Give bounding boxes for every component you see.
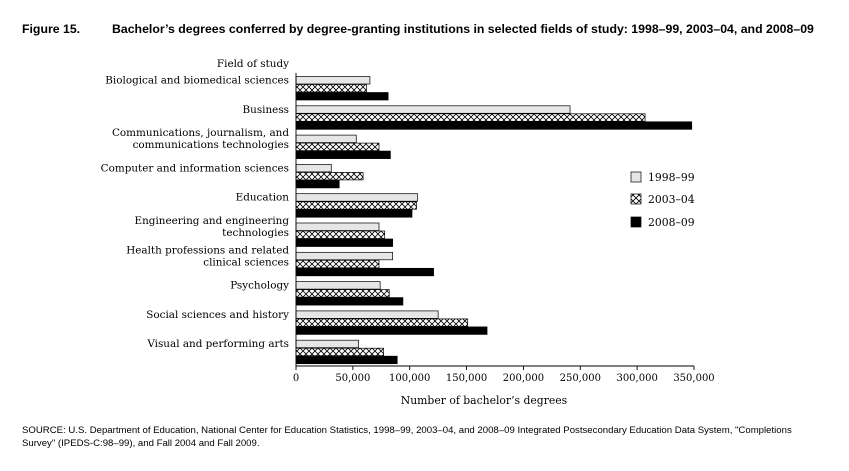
x-tick-label-2: 50,000 (335, 373, 370, 384)
bar-8-series-3 (295, 297, 404, 306)
category-label-8: Psychology (230, 280, 289, 292)
y-axis-heading: Field of study (217, 58, 289, 70)
bar-9-series-1 (295, 310, 439, 319)
bar-4-series-2 (295, 172, 364, 181)
x-axis: 0 50,000 100,000 150,000 200,000 250,000 300,0… (293, 73, 715, 384)
bar-9-series-3 (295, 326, 488, 335)
bar-10-series-3 (295, 355, 398, 365)
category-label-7: Health professions and related clinical s… (126, 244, 289, 268)
legend-label-3: 2008–09 (648, 216, 695, 229)
bar-5-series-2 (295, 201, 417, 210)
x-axis-title: Number of bachelor’s degrees (401, 394, 567, 407)
bar-8-series-2 (295, 289, 390, 298)
figure-label: Figure 15. (22, 22, 81, 36)
bar-chart: Field of study Biological and biomedical… (101, 58, 715, 407)
category-label-5: Education (236, 192, 290, 204)
bar-1-series-2 (295, 84, 367, 93)
bar-10-series-2 (295, 347, 384, 357)
bar-2-series-3 (295, 121, 693, 130)
bar-5-series-3 (295, 209, 413, 218)
bar-10-series-1 (295, 339, 359, 349)
bar-2-series-1 (295, 105, 571, 114)
bar-3-series-3 (295, 150, 391, 159)
legend-swatch-3 (630, 216, 642, 228)
bar-6-series-2 (295, 230, 386, 239)
bar-7-series-1 (295, 251, 394, 261)
bar-8-series-1 (295, 281, 381, 290)
bar-4-series-3 (295, 180, 340, 189)
bars-layer (295, 76, 693, 365)
x-tick-label-3: 100,000 (389, 373, 430, 384)
figure-title: Bachelor’s degrees conferred by degree-g… (112, 22, 814, 36)
bar-4-series-1 (295, 164, 332, 173)
category-label-9: Social sciences and history (146, 309, 289, 321)
category-label-2: Business (243, 104, 290, 116)
category-labels: Biological and biomedical sciences Busine… (101, 75, 290, 351)
bar-3-series-1 (295, 134, 357, 143)
bar-6-series-3 (295, 238, 394, 247)
bar-3-series-2 (295, 142, 380, 151)
category-label-4: Computer and information sciences (101, 162, 289, 174)
bar-2-series-2 (295, 113, 646, 122)
category-label-10: Visual and performing arts (146, 338, 289, 350)
x-tick-label-1: 0 (293, 373, 299, 384)
legend-label-1: 1998–99 (648, 171, 695, 184)
legend-swatch-2 (630, 193, 642, 205)
bar-9-series-2 (295, 318, 469, 327)
bar-7-series-2 (295, 259, 380, 269)
x-tick-label-5: 200,000 (503, 373, 544, 384)
x-tick-label-8: 350,000 (673, 373, 714, 384)
bar-1-series-1 (295, 76, 371, 85)
legend-label-2: 2003–04 (648, 193, 695, 206)
bar-5-series-1 (295, 193, 419, 202)
source-note: SOURCE: U.S. Department of Education, Na… (22, 425, 792, 449)
bar-1-series-3 (295, 92, 389, 101)
category-label-6: Engineering and engineering technologies (135, 215, 290, 239)
legend-swatch-1 (630, 171, 642, 183)
category-label-1: Biological and biomedical sciences (105, 75, 289, 87)
legend: 1998–99 2003–04 2008–09 (630, 171, 695, 229)
bar-6-series-1 (295, 222, 380, 231)
x-tick-label-4: 150,000 (446, 373, 487, 384)
category-label-3: Communications, journalism, and communica… (112, 127, 289, 151)
bar-7-series-3 (295, 267, 434, 277)
x-tick-label-6: 250,000 (560, 373, 601, 384)
x-tick-label-7: 300,000 (616, 373, 657, 384)
